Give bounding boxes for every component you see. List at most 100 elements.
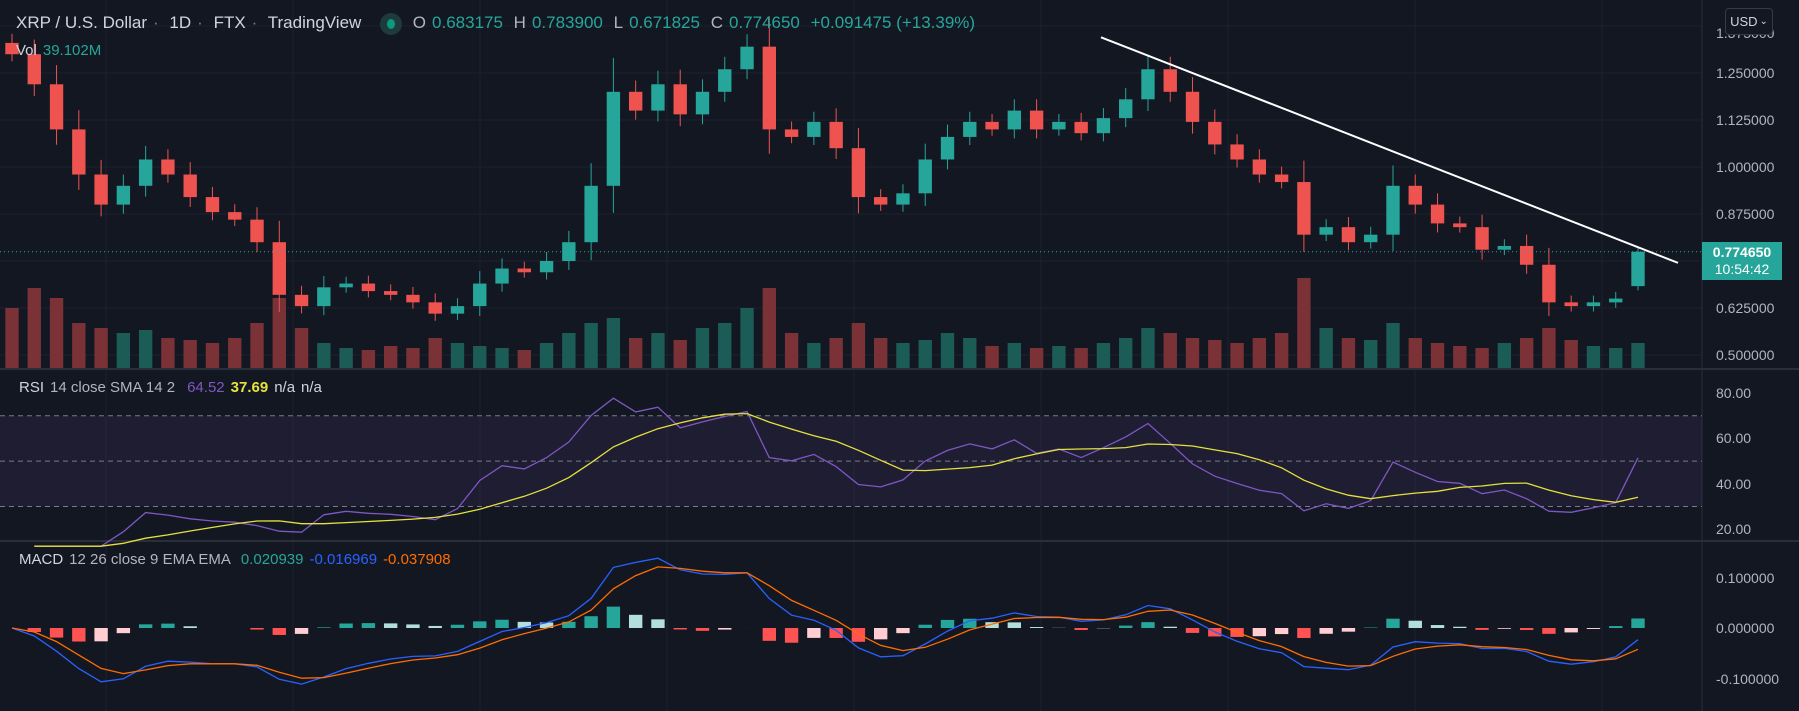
bar-countdown: 10:54:42 bbox=[1714, 261, 1770, 277]
candle-body bbox=[428, 302, 442, 314]
volume-bar bbox=[1319, 328, 1333, 368]
volume-bar bbox=[1408, 338, 1422, 368]
macd-histogram-value: 0.020939 bbox=[240, 551, 304, 568]
candle-body bbox=[1586, 302, 1601, 307]
candle-body bbox=[985, 121, 999, 130]
currency-dropdown[interactable]: USD ⌄ bbox=[1725, 8, 1773, 35]
low-value: 0.671825 bbox=[629, 13, 700, 33]
symbol-name[interactable]: XRP / U.S. Dollar bbox=[16, 13, 148, 33]
volume-bar bbox=[49, 298, 64, 368]
price-axis-label: 1.250000 bbox=[1716, 65, 1775, 81]
candle-body bbox=[1542, 264, 1556, 303]
volume-bar bbox=[940, 333, 955, 368]
volume-bar bbox=[272, 298, 286, 368]
macd-line-value: -0.016969 bbox=[309, 551, 378, 568]
price-axis-label: 0.875000 bbox=[1716, 206, 1775, 222]
rsi-axis-label: 60.00 bbox=[1716, 430, 1752, 446]
rsi-na-2: n/a bbox=[301, 379, 322, 396]
volume-bar bbox=[138, 330, 153, 368]
candle-body bbox=[5, 42, 19, 55]
volume-bar bbox=[807, 343, 821, 368]
candle-body bbox=[272, 242, 286, 295]
macd-axis-label: 0.000000 bbox=[1716, 620, 1775, 636]
candle-body bbox=[829, 121, 843, 149]
volume-bar bbox=[205, 343, 220, 368]
macd-histogram-bar bbox=[294, 628, 309, 634]
volume-bar bbox=[896, 343, 910, 368]
volume-bar bbox=[874, 338, 888, 368]
volume-bar bbox=[495, 348, 509, 368]
macd-histogram-bar bbox=[517, 621, 531, 628]
macd-histogram-bar bbox=[183, 626, 197, 628]
volume-bar bbox=[94, 328, 108, 368]
volume-bar bbox=[963, 338, 977, 368]
volume-bar bbox=[27, 288, 41, 368]
macd-histogram-bar bbox=[473, 621, 487, 628]
macd-histogram-bar bbox=[829, 628, 843, 638]
candle-body bbox=[161, 159, 175, 175]
macd-histogram-bar bbox=[1341, 628, 1356, 632]
macd-histogram-bar bbox=[1163, 626, 1177, 628]
candle-body bbox=[606, 91, 621, 186]
macd-histogram-bar bbox=[673, 628, 687, 630]
macd-histogram-bar bbox=[1185, 628, 1200, 633]
macd-label[interactable]: MACD bbox=[19, 551, 64, 568]
volume-bar bbox=[1141, 328, 1155, 368]
volume-bar bbox=[673, 340, 687, 368]
volume-label: Vol bbox=[16, 42, 37, 59]
volume-bar bbox=[628, 338, 643, 368]
macd-axis-label: -0.100000 bbox=[1716, 671, 1780, 687]
macd-histogram-bar bbox=[27, 628, 41, 632]
volume-value: 39.102M bbox=[42, 42, 102, 59]
candle-body bbox=[718, 69, 732, 92]
open-label: O bbox=[412, 13, 427, 33]
macd-histogram-bar bbox=[49, 628, 64, 638]
candle-body bbox=[1208, 121, 1222, 145]
macd-histogram-bar bbox=[138, 624, 153, 628]
candle-body bbox=[784, 129, 799, 137]
macd-histogram-bar bbox=[1074, 628, 1088, 631]
candle-body bbox=[383, 291, 398, 295]
exchange: FTX bbox=[213, 13, 246, 33]
macd-histogram-bar bbox=[584, 616, 598, 628]
candle-body bbox=[1430, 204, 1445, 224]
volume-bar bbox=[985, 346, 999, 368]
volume-bar bbox=[1185, 338, 1200, 368]
candle-body bbox=[740, 46, 754, 70]
volume-bar bbox=[1252, 338, 1267, 368]
source: TradingView bbox=[267, 13, 362, 33]
market-status-icon[interactable] bbox=[380, 13, 403, 35]
rsi-legend: RSI 14 close SMA 14 2 64.52 37.69 n/a n/a bbox=[19, 379, 328, 396]
macd-histogram-bar bbox=[985, 622, 999, 628]
candle-body bbox=[1007, 110, 1022, 130]
candle-body bbox=[294, 294, 309, 307]
volume-bar bbox=[383, 346, 398, 368]
rsi-label[interactable]: RSI bbox=[19, 379, 45, 396]
macd-histogram-bar bbox=[1542, 628, 1556, 634]
volume-bar bbox=[517, 350, 531, 368]
rsi-na-1: n/a bbox=[274, 379, 296, 396]
macd-histogram-bar bbox=[896, 628, 910, 634]
macd-histogram-bar bbox=[1586, 628, 1601, 629]
rsi-axis-label: 80.00 bbox=[1716, 385, 1752, 401]
macd-histogram-bar bbox=[807, 628, 821, 638]
volume-bar bbox=[718, 323, 732, 368]
macd-histogram-bar bbox=[940, 619, 955, 628]
macd-histogram-bar bbox=[651, 619, 665, 628]
macd-histogram-bar bbox=[1007, 622, 1022, 628]
macd-histogram-bar bbox=[1386, 618, 1400, 628]
volume-bar bbox=[851, 323, 866, 368]
volume-bar bbox=[294, 328, 309, 368]
candle-body bbox=[228, 212, 242, 220]
candle-body bbox=[1631, 251, 1645, 287]
candle-body bbox=[1341, 227, 1356, 243]
candle-body bbox=[584, 185, 598, 243]
candle-body bbox=[1119, 99, 1133, 119]
candle-body bbox=[1163, 69, 1177, 92]
volume-bar bbox=[1586, 346, 1601, 368]
macd-histogram-bar bbox=[1252, 628, 1267, 637]
candle-body bbox=[339, 283, 353, 288]
macd-histogram-bar bbox=[450, 624, 465, 628]
candle-body bbox=[1074, 121, 1088, 134]
